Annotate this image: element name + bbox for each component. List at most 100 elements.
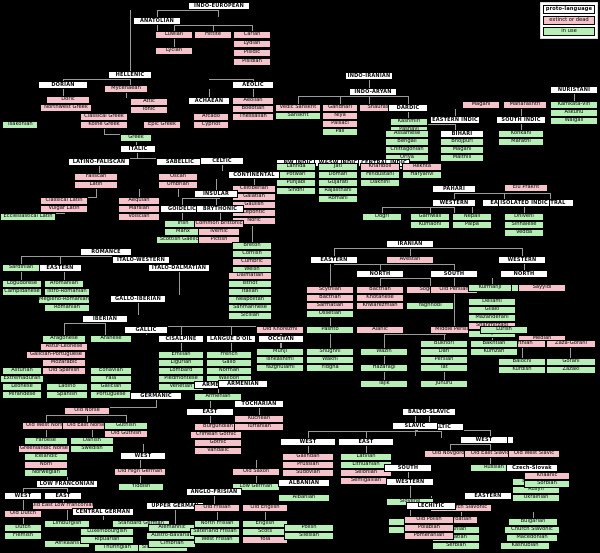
language-node[interactable]: Juhuru	[420, 380, 468, 388]
proto-language-node[interactable]: INSULAR	[194, 190, 238, 198]
language-node[interactable]: Lepontic	[232, 209, 276, 217]
language-node[interactable]: Bhojpuri	[440, 138, 484, 146]
language-node[interactable]: Greek	[120, 134, 152, 142]
proto-language-node[interactable]: CELTIC	[200, 157, 244, 165]
proto-language-node[interactable]: TOCHARIAN	[234, 400, 284, 408]
language-node[interactable]: Sarmatian	[306, 302, 354, 310]
language-node[interactable]: Wazin	[360, 348, 408, 356]
language-node[interactable]: Fala	[90, 375, 132, 383]
language-node[interactable]: Church Slavonic	[504, 526, 560, 534]
language-node[interactable]: Munji	[256, 348, 304, 356]
language-node[interactable]: Haryanvi	[402, 171, 442, 179]
language-node[interactable]: Ukrainian	[512, 494, 560, 502]
language-node[interactable]: Magahi	[440, 146, 484, 154]
language-node[interactable]: Mirandese	[2, 391, 42, 399]
language-node[interactable]: Scots	[242, 528, 288, 536]
language-node[interactable]: Bakhtian	[470, 340, 518, 348]
language-node[interactable]: Kumzari	[470, 348, 518, 356]
proto-language-node[interactable]: CONTINENTAL	[228, 171, 280, 179]
language-node[interactable]: Emilian	[158, 351, 204, 359]
language-node[interactable]: Old Norse	[64, 407, 110, 415]
language-node[interactable]: Chittagonian	[385, 146, 429, 154]
language-node[interactable]: Romani	[318, 195, 358, 203]
language-node[interactable]: Limburgish	[44, 520, 90, 528]
language-node[interactable]: Ivernic	[198, 228, 240, 236]
language-node[interactable]: Yaghnobi	[406, 302, 454, 310]
language-node[interactable]: Astur-Leonese	[40, 343, 88, 351]
language-node[interactable]: Silesian	[284, 532, 334, 540]
proto-language-node[interactable]: PAHARI	[432, 185, 476, 193]
proto-language-node[interactable]: CISALPINE	[158, 335, 204, 343]
language-node[interactable]: Tat	[420, 364, 468, 372]
language-node[interactable]: Gothic	[194, 439, 242, 447]
language-node[interactable]: Dakhini	[360, 179, 400, 187]
language-node[interactable]: Khariboli	[360, 163, 400, 171]
language-node[interactable]: Old Dutch	[4, 510, 42, 518]
language-node[interactable]: Scottish Gaelic	[156, 236, 202, 244]
language-node[interactable]: Pictish	[198, 236, 240, 244]
language-node[interactable]: Old Saxon	[232, 468, 280, 476]
proto-language-node[interactable]: IBERIAN	[82, 315, 128, 323]
proto-language-node[interactable]: LANGUE D'OIL	[206, 335, 256, 343]
language-node[interactable]: Ligurian	[158, 359, 204, 367]
proto-language-node[interactable]: WEST	[4, 492, 42, 500]
language-node[interactable]: Kashmiri	[390, 118, 428, 126]
language-node[interactable]: Ossetian	[306, 310, 354, 318]
language-node[interactable]: Istriot	[228, 280, 272, 288]
language-node[interactable]: Flemish	[4, 532, 42, 540]
language-node[interactable]: Asturian	[2, 367, 42, 375]
proto-language-node[interactable]: OCCITAN	[258, 335, 304, 343]
proto-language-node[interactable]: EAST	[338, 438, 394, 446]
language-node[interactable]: Faliscan	[74, 173, 118, 181]
language-node[interactable]: Pali	[322, 128, 358, 136]
language-node[interactable]: Balochi	[498, 358, 546, 366]
language-node[interactable]: Yola	[242, 536, 288, 544]
language-node[interactable]: Old English	[242, 504, 288, 512]
proto-language-node[interactable]: WEST	[120, 452, 166, 460]
language-node[interactable]: Arcado	[193, 113, 229, 121]
language-node[interactable]: Alemannic	[148, 524, 196, 532]
language-node[interactable]: Assamese	[385, 130, 429, 138]
language-node[interactable]: Aranese	[90, 335, 132, 343]
language-node[interactable]: Lombard	[158, 367, 204, 375]
language-node[interactable]: Megleno-Romanian	[38, 296, 90, 304]
language-node[interactable]: Mycenaean	[104, 85, 148, 93]
language-node[interactable]: Gallo	[206, 359, 252, 367]
language-node[interactable]: Bactrian	[356, 286, 404, 294]
language-node[interactable]: Khwarezmian	[356, 302, 404, 310]
proto-language-node[interactable]: Czech-Slovak	[506, 464, 558, 472]
language-node[interactable]: Galindan	[282, 453, 334, 461]
language-node[interactable]: Koine Greek	[80, 121, 128, 129]
language-node[interactable]: Alanic	[356, 326, 404, 334]
language-node[interactable]: Vandalic	[194, 447, 242, 455]
language-node[interactable]: Prussian	[282, 461, 334, 469]
language-node[interactable]: Boeotian	[232, 105, 274, 113]
language-node[interactable]: Kamkata-Viri	[550, 101, 598, 109]
language-node[interactable]: Bulgarian	[508, 518, 558, 526]
proto-language-node[interactable]: ALBANIAN	[278, 479, 330, 487]
language-node[interactable]: Ionic	[130, 106, 168, 114]
language-node[interactable]: Danish	[70, 437, 114, 445]
language-node[interactable]: Lurish	[480, 326, 528, 334]
language-node[interactable]: Magahi	[462, 101, 500, 109]
language-node[interactable]: Paisaci	[322, 120, 358, 128]
language-node[interactable]: Dutch	[4, 524, 42, 532]
language-node[interactable]: Norn	[24, 461, 68, 469]
language-node[interactable]: Pashto	[306, 326, 354, 334]
language-node[interactable]: Deilami	[468, 298, 516, 306]
language-node[interactable]: Sanmarinese	[228, 304, 272, 312]
language-node[interactable]: Swedish	[70, 445, 114, 453]
language-node[interactable]: Sudovian	[282, 469, 334, 477]
proto-language-node[interactable]: NORTH	[500, 270, 548, 278]
language-node[interactable]: Faroese	[24, 437, 68, 445]
language-node[interactable]: Armenian	[194, 393, 242, 401]
language-node[interactable]: Ishkashimi	[256, 356, 304, 364]
language-node[interactable]: Icelandic	[24, 453, 68, 461]
language-node[interactable]: Vedda	[504, 229, 544, 237]
language-node[interactable]: Marathi	[498, 138, 544, 146]
language-node[interactable]: Volscian	[118, 213, 160, 221]
language-node[interactable]: Common Brittonic	[194, 220, 244, 228]
language-node[interactable]: Bukhori	[420, 340, 468, 348]
language-node[interactable]: Kumaoni	[410, 221, 450, 229]
proto-language-node[interactable]: NURISTANI	[550, 86, 598, 94]
